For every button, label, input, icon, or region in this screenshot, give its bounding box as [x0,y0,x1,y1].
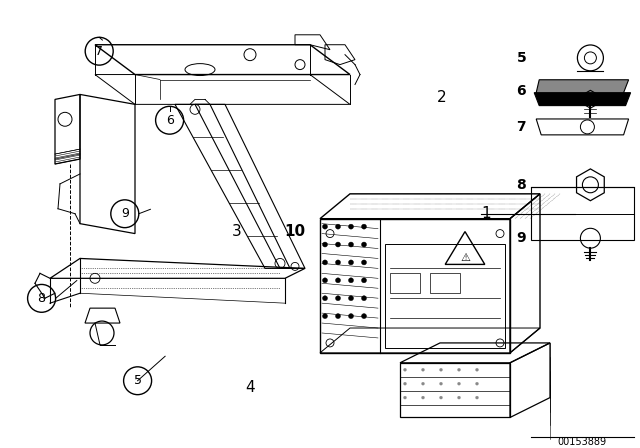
Text: 9: 9 [516,231,526,245]
Text: 00153889: 00153889 [558,437,607,448]
Text: 2: 2 [436,90,447,105]
Circle shape [323,224,328,229]
Circle shape [349,314,353,319]
Text: 7: 7 [516,120,526,134]
Circle shape [362,314,367,319]
Circle shape [458,396,461,399]
Circle shape [323,242,328,247]
Text: 3: 3 [232,224,242,239]
Circle shape [476,396,479,399]
Circle shape [476,382,479,385]
Circle shape [362,260,367,265]
Text: 4: 4 [244,380,255,395]
Circle shape [458,382,461,385]
Text: 6: 6 [516,84,526,98]
Circle shape [349,224,353,229]
Text: 6: 6 [166,114,173,127]
Text: 9: 9 [121,207,129,220]
Circle shape [323,296,328,301]
Circle shape [362,242,367,247]
Text: 5: 5 [516,51,526,65]
Circle shape [362,278,367,283]
Circle shape [335,242,340,247]
Circle shape [362,224,367,229]
Circle shape [335,278,340,283]
Circle shape [349,260,353,265]
Circle shape [323,260,328,265]
Text: 5: 5 [134,374,141,387]
Circle shape [458,368,461,371]
Circle shape [440,368,442,371]
Circle shape [440,382,442,385]
Circle shape [335,224,340,229]
Text: ⚠: ⚠ [460,254,470,263]
Circle shape [476,368,479,371]
Circle shape [422,368,424,371]
Circle shape [422,382,424,385]
Text: 8: 8 [38,292,45,305]
Circle shape [440,396,442,399]
Text: 10: 10 [284,224,305,239]
Circle shape [403,382,406,385]
Circle shape [362,296,367,301]
Polygon shape [534,93,630,106]
Polygon shape [536,80,628,93]
Circle shape [403,368,406,371]
Circle shape [323,278,328,283]
Text: 7: 7 [95,45,103,58]
Circle shape [403,396,406,399]
Circle shape [349,242,353,247]
Circle shape [349,296,353,301]
Circle shape [349,278,353,283]
Text: 8: 8 [516,178,526,192]
Text: 1: 1 [481,206,492,221]
Circle shape [335,260,340,265]
Circle shape [335,296,340,301]
Circle shape [335,314,340,319]
Circle shape [422,396,424,399]
Circle shape [323,314,328,319]
